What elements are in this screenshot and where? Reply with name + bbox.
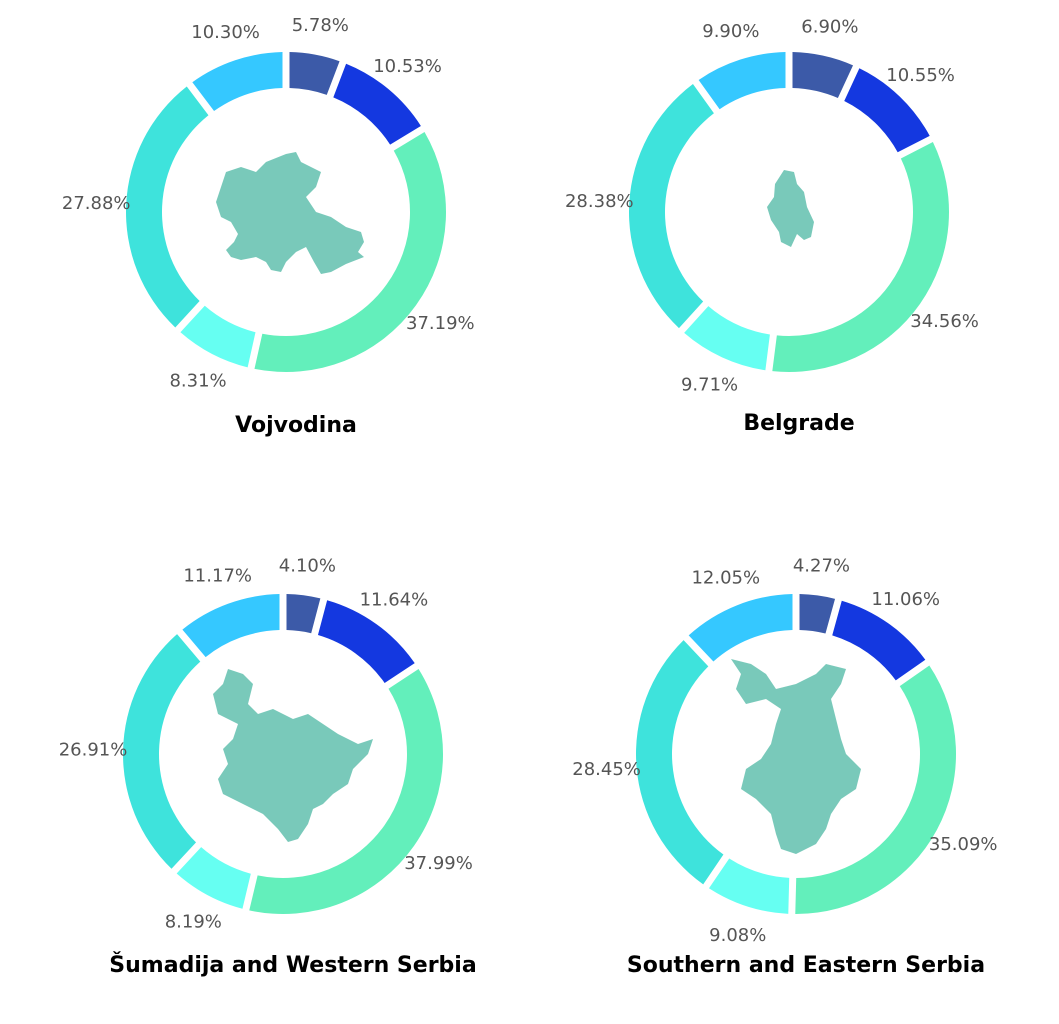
segment-percent-label: 9.90% (702, 21, 759, 42)
donut-segment (698, 52, 786, 110)
segment-percent-label: 10.53% (373, 56, 442, 77)
chart-title: Belgrade (743, 411, 854, 436)
segment-percent-label: 4.27% (793, 556, 850, 577)
donut-segment (832, 600, 926, 681)
donut-segment (176, 847, 251, 909)
donut-segment (289, 52, 340, 95)
segment-percent-label: 26.91% (59, 740, 128, 761)
donut-segment (192, 52, 283, 112)
segment-percent-label: 35.09% (929, 834, 998, 855)
donut-chart: 4.10% 11.64% 37.99% 8.19% 26.91% 11.17% Šumadi… (59, 556, 477, 978)
donut-chart: 4.27% 11.06% 35.09% 9.08% 28.45% 12.05% Southe… (572, 556, 997, 978)
segment-percent-label: 10.55% (886, 65, 955, 86)
segment-percent-label: 11.06% (871, 589, 940, 610)
segment-percent-label: 34.56% (910, 311, 979, 332)
segment-percent-label: 27.88% (62, 193, 131, 214)
segment-percent-label: 10.30% (191, 22, 260, 43)
donut-segment (688, 594, 793, 662)
donut-segment (795, 665, 956, 915)
donut-chart: 6.90% 10.55% 34.56% 9.71% 28.38% 9.90% Belgrad… (565, 16, 979, 436)
donut-segment (126, 86, 209, 328)
donut-segment (180, 305, 256, 368)
chart-title: Vojvodina (235, 413, 357, 438)
donut-segment (684, 306, 770, 371)
region-map-shape (767, 170, 814, 247)
donut-segment (844, 68, 930, 153)
segment-percent-label: 11.64% (360, 590, 429, 611)
donut-segment (333, 63, 421, 145)
segment-percent-label: 28.38% (565, 191, 634, 212)
segment-percent-label: 28.45% (572, 759, 641, 780)
donut-segment (708, 858, 790, 914)
donut-segment (629, 84, 714, 329)
region-map-shape (216, 152, 364, 274)
donut-chart: 5.78% 10.53% 37.19% 8.31% 27.88% 10.30% Vojvod… (62, 15, 475, 438)
donut-segment (772, 142, 949, 372)
segment-percent-label: 11.17% (183, 566, 252, 587)
donut-segment (799, 594, 836, 634)
segment-percent-label: 9.08% (709, 925, 766, 946)
segment-percent-label: 12.05% (691, 567, 760, 588)
segment-percent-label: 8.31% (169, 370, 226, 391)
donut-segment (249, 669, 444, 915)
segment-percent-label: 37.99% (404, 853, 473, 874)
segment-percent-label: 37.19% (406, 313, 475, 334)
donut-segment (123, 634, 201, 869)
region-map-shape (213, 669, 373, 842)
segment-percent-label: 5.78% (292, 15, 349, 36)
donut-segment (286, 594, 321, 634)
chart-title: Southern and Eastern Serbia (627, 953, 985, 978)
segment-percent-label: 9.71% (681, 375, 738, 396)
region-map-shape (731, 659, 861, 854)
segment-percent-label: 4.10% (279, 556, 336, 577)
segment-percent-label: 6.90% (801, 16, 858, 37)
donut-segment (254, 131, 447, 372)
chart-title: Šumadija and Western Serbia (109, 952, 476, 978)
donut-segment (792, 52, 854, 99)
segment-percent-label: 8.19% (165, 911, 222, 932)
donut-segment (182, 594, 280, 658)
donut-segment (317, 600, 415, 683)
donut-segment (636, 640, 724, 885)
